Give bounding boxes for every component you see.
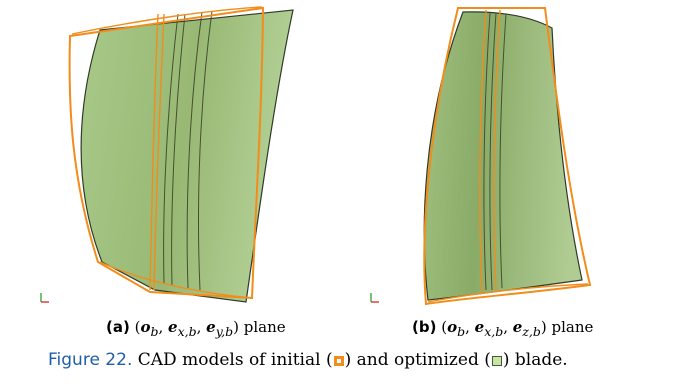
vector-symbol: e bbox=[512, 318, 523, 336]
subcaption-suffix: plane bbox=[243, 318, 286, 336]
vector-symbol: o bbox=[447, 318, 458, 336]
figure-label: Figure 22. bbox=[48, 350, 133, 370]
subcaption-suffix: plane bbox=[551, 318, 594, 336]
initial-blade-swatch bbox=[333, 356, 344, 366]
blade-section-line bbox=[186, 11, 203, 289]
initial-section-line bbox=[493, 9, 501, 291]
vector-symbol: e bbox=[206, 318, 216, 336]
initial-bottom-edge bbox=[427, 283, 589, 303]
initial-section-line bbox=[149, 13, 159, 291]
blade-section-line bbox=[483, 12, 491, 291]
subcaption-a: (a) (ob, ex,b, ey,b) plane bbox=[106, 318, 286, 339]
vector-subscript: b bbox=[457, 324, 466, 339]
subcaption-label: (b) bbox=[412, 318, 437, 336]
optimized-blade-swatch bbox=[491, 356, 502, 366]
initial-blade-outline bbox=[423, 7, 592, 306]
initial-bottom-edge bbox=[99, 261, 253, 299]
caption-text: CAD models of initial ( bbox=[137, 350, 333, 370]
blade-section-line bbox=[171, 13, 186, 287]
vector-subscript: x,b bbox=[484, 324, 504, 339]
blade-view-xy bbox=[40, 6, 294, 303]
vector-subscript: b bbox=[150, 324, 159, 339]
figure-caption: Figure 22. CAD models of initial ( ) and … bbox=[48, 350, 568, 370]
vector-symbol: o bbox=[140, 318, 151, 336]
vector-subscript: x,b bbox=[177, 324, 197, 339]
blade-section-line bbox=[198, 10, 213, 291]
optimized-blade-surface bbox=[423, 11, 583, 301]
vector-subscript: y,b bbox=[215, 324, 234, 339]
blade-section-line bbox=[499, 13, 507, 289]
subcaption-b: (b) (ob, ex,b, ez,b) plane bbox=[412, 318, 594, 339]
caption-text: ) blade. bbox=[502, 350, 568, 370]
initial-section-line bbox=[153, 13, 165, 291]
optimized-blade-surface bbox=[80, 9, 294, 303]
vector-symbol: e bbox=[168, 318, 178, 336]
caption-text: ) and optimized ( bbox=[344, 350, 491, 370]
initial-section-line bbox=[479, 9, 487, 293]
blade-section-line bbox=[489, 12, 497, 291]
initial-blade-top-edge bbox=[71, 6, 263, 35]
blade-view-xz bbox=[370, 7, 592, 306]
subcaption-label: (a) bbox=[106, 318, 130, 336]
vector-subscript: z,b bbox=[522, 324, 541, 339]
blade-section-line bbox=[163, 13, 179, 285]
vector-symbol: e bbox=[474, 318, 485, 336]
